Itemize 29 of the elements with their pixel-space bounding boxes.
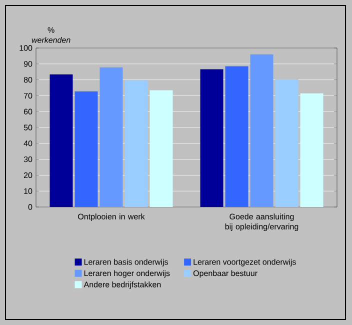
y-tick-label: 50: [24, 124, 32, 130]
y-tick-label: 100: [20, 45, 32, 51]
bar: [150, 90, 173, 207]
legend-label: Leraren basis onderwijs: [84, 258, 168, 266]
bar: [100, 67, 123, 207]
bar: [124, 80, 148, 207]
legend-label: Leraren hoger onderwijs: [84, 270, 170, 278]
legend-label: Leraren voortgezet onderwijs: [194, 258, 296, 266]
x-tick-label: Goede aansluiting bij opleiding/ervaring: [225, 214, 298, 231]
y-tick-label: 70: [24, 92, 32, 99]
bar: [300, 93, 324, 207]
bar: [275, 79, 298, 207]
y-tick-label: 60: [24, 108, 32, 114]
bar: [225, 66, 248, 207]
bar: [50, 74, 73, 207]
legend-label: Openbaar bestuur: [193, 270, 258, 278]
x-tick-label: Ontplooien in werk: [78, 214, 145, 221]
y-tick-label: 0: [28, 204, 32, 210]
y-tick-label: 10: [24, 188, 32, 194]
y-axis-title: % werkenden: [32, 27, 70, 43]
bar: [200, 69, 224, 207]
y-tick-label: 80: [24, 76, 32, 83]
y-tick-label: 20: [24, 172, 32, 178]
bar: [250, 54, 274, 207]
y-tick-label: 30: [24, 156, 32, 162]
y-tick-label: 90: [24, 61, 32, 67]
bar: [74, 91, 98, 207]
legend-label: Andere bedrijfstakken: [84, 281, 161, 289]
y-tick-label: 40: [24, 140, 32, 146]
